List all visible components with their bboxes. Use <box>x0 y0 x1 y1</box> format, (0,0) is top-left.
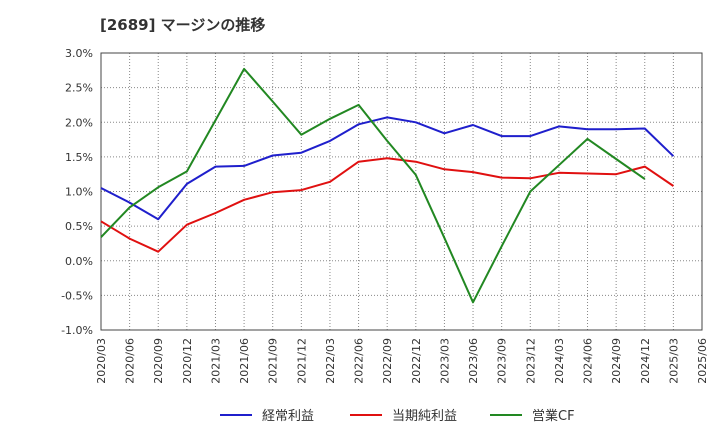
series-line <box>100 157 674 253</box>
x-tick-label: 2024/09 <box>610 338 623 384</box>
y-tick-label: -0.5% <box>61 289 93 302</box>
y-tick-label: 0.5% <box>65 220 93 233</box>
x-tick-label: 2021/09 <box>267 338 280 384</box>
chart-title: [2689] マージンの推移 <box>100 16 266 34</box>
x-tick-label: 2024/06 <box>582 338 595 384</box>
y-tick-label: 3.0% <box>65 47 93 60</box>
plot-frame <box>100 52 703 331</box>
legend-label: 営業CF <box>532 408 575 424</box>
x-tick-label: 2020/09 <box>152 338 165 384</box>
y-tick-label: 0.0% <box>65 255 93 268</box>
x-tick-label: 2024/03 <box>553 338 566 384</box>
x-tick-label: 2023/09 <box>496 338 509 384</box>
legend-label: 当期純利益 <box>392 409 457 424</box>
x-tick-label: 2025/06 <box>696 338 709 384</box>
y-tick-label: -1.0% <box>61 324 93 337</box>
y-tick-label: 1.0% <box>65 186 93 199</box>
x-tick-label: 2024/12 <box>639 338 652 384</box>
x-tick-label: 2022/09 <box>381 338 394 384</box>
series-line <box>100 67 646 304</box>
x-tick-label: 2021/06 <box>238 338 251 384</box>
x-tick-label: 2020/03 <box>95 338 108 384</box>
series-line <box>100 116 675 221</box>
y-tick-label: 2.0% <box>65 116 93 129</box>
x-tick-label: 2023/03 <box>438 338 451 384</box>
x-tick-label: 2021/03 <box>209 338 222 384</box>
x-tick-label: 2020/12 <box>181 338 194 384</box>
x-tick-label: 2023/12 <box>524 338 537 384</box>
x-tick-label: 2023/06 <box>467 338 480 384</box>
y-tick-label: 2.5% <box>65 82 93 95</box>
x-tick-label: 2022/03 <box>324 338 337 384</box>
x-tick-label: 2022/06 <box>353 338 366 384</box>
y-tick-label: 1.5% <box>65 151 93 164</box>
legend-label: 経常利益 <box>262 409 314 424</box>
x-tick-label: 2025/03 <box>667 338 680 384</box>
x-tick-label: 2020/06 <box>124 338 137 384</box>
x-tick-label: 2021/12 <box>295 338 308 384</box>
x-tick-label: 2022/12 <box>410 338 423 384</box>
